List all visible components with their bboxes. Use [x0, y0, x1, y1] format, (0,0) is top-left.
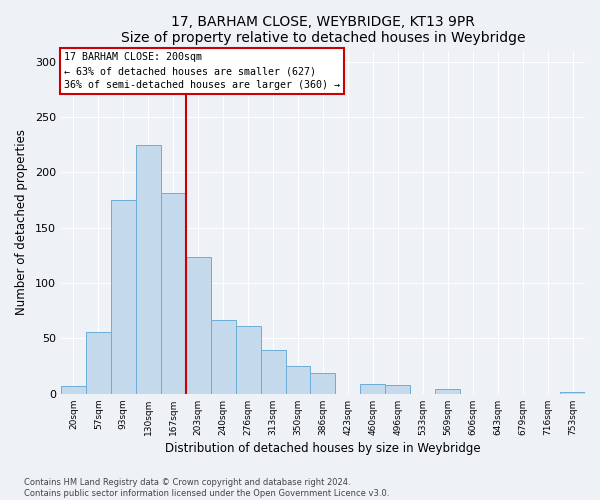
Bar [136, 144, 161, 394]
Text: 17 BARHAM CLOSE: 200sqm
← 63% of detached houses are smaller (627)
36% of semi-d: 17 BARHAM CLOSE: 200sqm ← 63% of detache… [64, 52, 340, 90]
X-axis label: Distribution of detached houses by size in Weybridge: Distribution of detached houses by size … [165, 442, 481, 455]
Bar [435, 390, 460, 394]
Bar [161, 194, 186, 394]
Bar [86, 332, 111, 394]
Y-axis label: Number of detached properties: Number of detached properties [15, 129, 28, 315]
Bar [236, 326, 260, 394]
Bar [560, 392, 585, 394]
Bar [211, 320, 236, 394]
Bar [286, 366, 310, 394]
Title: 17, BARHAM CLOSE, WEYBRIDGE, KT13 9PR
Size of property relative to detached hous: 17, BARHAM CLOSE, WEYBRIDGE, KT13 9PR Si… [121, 15, 525, 45]
Text: Contains HM Land Registry data © Crown copyright and database right 2024.
Contai: Contains HM Land Registry data © Crown c… [24, 478, 389, 498]
Bar [111, 200, 136, 394]
Bar [61, 386, 86, 394]
Bar [361, 384, 385, 394]
Bar [310, 373, 335, 394]
Bar [385, 385, 410, 394]
Bar [260, 350, 286, 394]
Bar [186, 256, 211, 394]
